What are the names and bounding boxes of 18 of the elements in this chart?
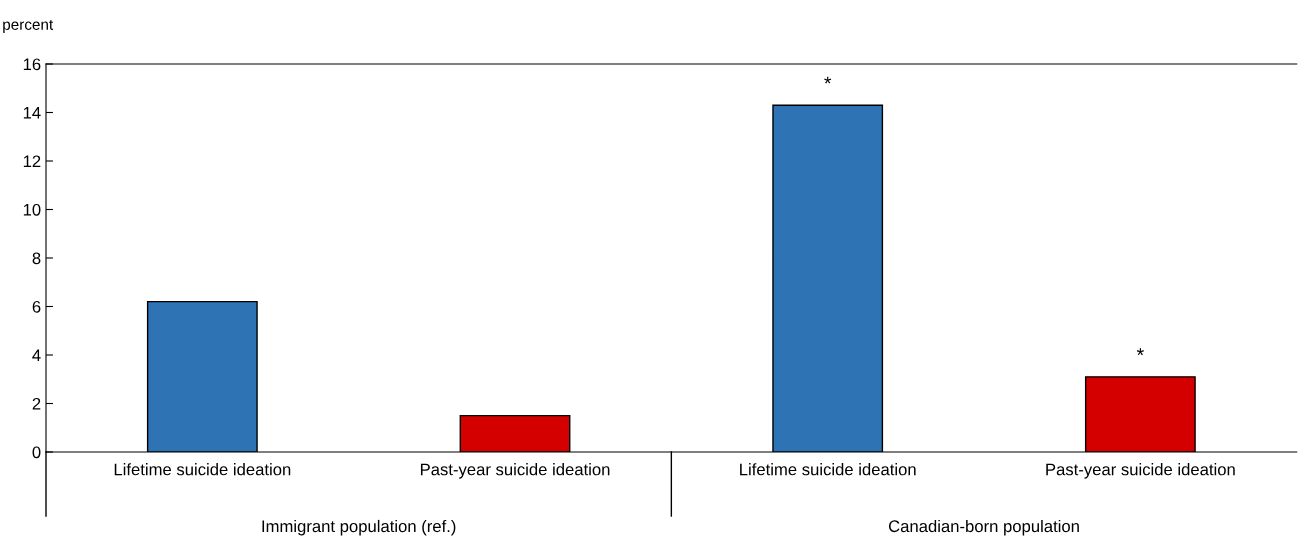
- y-tick-label: 4: [32, 349, 41, 362]
- text: Canadian-born population: [888, 519, 1079, 536]
- y-tick-label: 2: [32, 397, 41, 410]
- x-tick-label: Lifetime suicide ideation: [114, 463, 291, 476]
- data-label: *: [1136, 348, 1144, 356]
- y-tick-label: 6: [32, 300, 41, 313]
- y-tick-label: 10: [23, 203, 41, 216]
- y-tick-label: 0: [32, 446, 41, 459]
- y-tick-label: 16: [23, 58, 41, 71]
- text: Immigrant population (ref.): [262, 519, 456, 536]
- x-tick-label: Lifetime suicide ideation: [740, 463, 916, 476]
- y-tick-label: 14: [23, 107, 41, 119]
- y-axis-title: percent: [3, 19, 54, 33]
- y-tick-label: 8: [32, 252, 41, 265]
- x-tick-label: Past-year suicide ideation: [420, 463, 610, 479]
- y-tick-label: 12: [23, 155, 41, 168]
- x-tick-label: Past-year suicide ideation: [1046, 463, 1235, 479]
- data-label: *: [824, 76, 832, 84]
